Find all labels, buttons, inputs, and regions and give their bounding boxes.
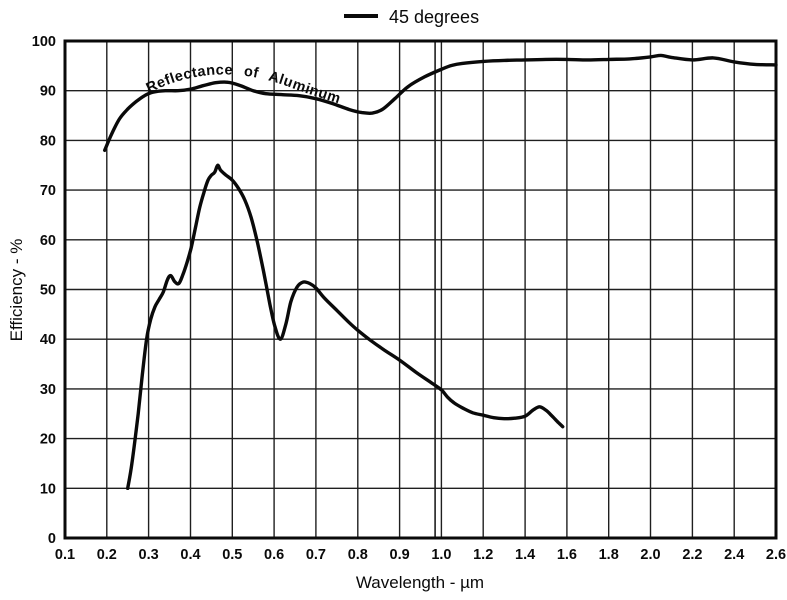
x-tick-label: 0.1 — [55, 547, 75, 563]
reflectance-of-aluminum-curve — [103, 53, 778, 152]
curves — [103, 53, 778, 490]
y-tick-labels: 0 10 20 30 40 50 60 70 80 90 100 — [32, 34, 56, 547]
x-tick-label: 0.9 — [390, 547, 410, 563]
x-tick-label: 1.2 — [473, 547, 493, 563]
x-tick-label: 0.6 — [264, 547, 284, 563]
x-tick-label: 2.0 — [640, 547, 660, 563]
y-tick-label: 90 — [40, 84, 56, 100]
y-tick-label: 0 — [48, 531, 56, 547]
x-tick-label: 1.8 — [599, 547, 619, 563]
x-tick-label: 0.3 — [139, 547, 159, 563]
x-tick-label: 0.8 — [348, 547, 368, 563]
gridlines — [64, 40, 777, 539]
x-tick-label: 0.7 — [306, 547, 326, 563]
y-tick-label: 80 — [40, 133, 56, 149]
y-tick-label: 50 — [40, 283, 56, 299]
legend: 45 degrees — [344, 7, 479, 27]
y-tick-label: 40 — [40, 332, 56, 348]
x-tick-label: 1.4 — [515, 547, 535, 563]
y-tick-label: 100 — [32, 34, 56, 50]
x-tick-label: 0.5 — [222, 547, 242, 563]
x-axis-title: Wavelength - µm — [356, 573, 484, 592]
x-tick-label: 0.2 — [97, 547, 117, 563]
y-tick-label: 20 — [40, 432, 56, 448]
y-tick-label: 10 — [40, 481, 56, 497]
x-tick-labels: 0.1 0.2 0.3 0.4 0.5 0.6 0.7 0.8 0.9 1.0 1.2 1.4 1.6 1… — [55, 547, 786, 563]
legend-label: 45 degrees — [389, 7, 479, 27]
y-tick-label: 70 — [40, 183, 56, 199]
x-tick-label: 2.6 — [766, 547, 786, 563]
x-tick-label: 1.6 — [557, 547, 577, 563]
efficiency-45-degrees-curve — [126, 163, 565, 490]
y-tick-label: 30 — [40, 382, 56, 398]
x-tick-label: 2.4 — [724, 547, 744, 563]
x-tick-label: 1.0 — [431, 547, 451, 563]
y-tick-label: 60 — [40, 233, 56, 249]
x-tick-label: 2.2 — [682, 547, 702, 563]
y-axis-title: Efficiency - % — [7, 239, 26, 342]
x-tick-label: 0.4 — [180, 547, 200, 563]
plot-border — [63, 39, 778, 540]
